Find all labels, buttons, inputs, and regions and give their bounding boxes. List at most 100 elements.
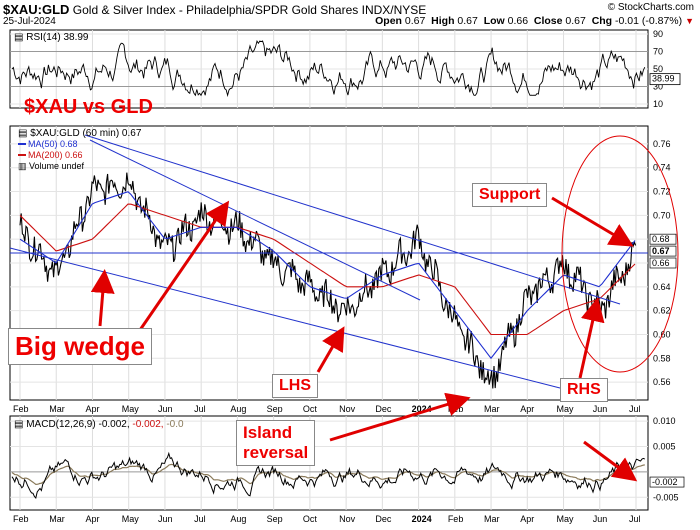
price-tick-label: 0.70 [653,210,671,220]
price-right-label: 0.68 [652,234,670,244]
price-x-label: Jul [629,404,641,414]
rsi-current-value: 38.99 [652,74,675,84]
macd-x-label: Apr [520,514,534,524]
chart-title-line: $XAU:GLD Gold & Silver Index - Philadelp… [3,2,426,17]
price-tick-label: 0.58 [653,353,671,363]
price-right-label-box [649,233,677,245]
price-x-label: Jun [593,404,608,414]
high-label: High [431,15,455,27]
macd-label-prefix: ▤ MACD(12,26,9) [14,419,98,430]
macd-x-label: May [557,514,575,524]
legend-ma200: MA(200) 0.66 [28,150,83,160]
arrow-big-wedge-low [90,269,115,327]
macd-x-label: Jun [158,514,173,524]
macd-panel-frame [9,415,649,511]
symbol-description: Gold & Silver Index - Philadelphia/SPDR … [72,3,427,17]
price-x-label: Aug [230,404,246,414]
annotation-big-wedge: Big wedge [8,328,153,365]
price-tick-label: 0.76 [653,139,671,149]
arrow-big-wedge-high [138,200,230,331]
low-label: Low [483,15,505,27]
ma200-line [19,203,636,336]
macd-tick-label: 0.005 [653,441,676,451]
price-x-label: Mar [484,404,500,414]
price-x-label: Feb [448,404,464,414]
macd-tick-label: -0.005 [653,492,679,502]
legend-volume: ▥ Volume undef [18,161,85,171]
rsi-line [11,39,646,98]
arrow-lhs [316,326,345,373]
high-value: 0.67 [457,15,478,27]
macd-value-2: -0.002, [132,419,166,430]
open-label: Open [375,15,402,27]
symbol: $XAU:GLD [3,2,70,17]
macd-x-label: Apr [85,514,99,524]
price-x-label: Jun [158,404,173,414]
arrow-macd [583,440,638,482]
price-tick-label: 0.64 [653,282,671,292]
low-value: 0.66 [507,15,529,27]
macd-x-label: Jun [593,514,608,524]
rsi-tick-label: 30 [653,82,663,92]
price-x-label: Apr [85,404,99,414]
annotation-island-reversal: Island reversal [236,420,316,466]
price-line [19,172,637,389]
price-x-label: Jul [194,404,206,414]
price-x-label: May [122,404,140,414]
price-right-label: 0.66 [652,258,670,268]
rsi-current-box [649,73,681,86]
open-value: 0.67 [404,15,426,27]
price-tick-label: 0.72 [653,187,671,197]
price-x-label: Apr [520,404,534,414]
price-right-label-box [649,245,677,257]
annotation-rhs: RHS [560,378,608,402]
brand: © StockCharts.com [607,2,694,13]
rsi-tick-label: 50 [653,64,663,74]
macd-x-label: Dec [375,514,392,524]
price-x-label: Dec [375,404,392,414]
price-right-label: 0.67 [652,246,670,256]
ohlc-readout: Open 0.67 High 0.67 Low 0.66 Close 0.67 … [375,15,694,27]
legend-ma50: MA(50) 0.68 [28,139,78,149]
price-x-label: 2024 [412,404,432,414]
arrow-island-reversal [329,392,471,442]
macd-right-label-box [649,476,685,488]
legend-price: ▤ $XAU:GLD (60 min) 0.67 [18,128,142,139]
wedge-upper-trendline [84,134,621,305]
rsi-tick-label: 70 [653,47,663,57]
down-arrow-icon: ▼ [685,16,694,26]
macd-x-label: Mar [49,514,65,524]
macd-x-label: Feb [448,514,464,524]
arrow-rhs [578,297,605,379]
rsi-tick-label: 10 [653,99,663,109]
macd-x-label: Nov [339,514,356,524]
annotation-title: $XAU vs GLD [24,96,153,118]
macd-value-1: -0.002, [98,419,132,430]
macd-x-label: Oct [303,514,318,524]
price-tick-label: 0.56 [653,377,671,387]
price-tick-label: 0.60 [653,329,671,339]
price-x-label: Sep [267,404,283,414]
price-x-label: Nov [339,404,356,414]
price-tick-label: 0.62 [653,306,671,316]
macd-x-label: 2024 [412,514,432,524]
highlight-ellipse [561,135,679,373]
price-right-label-box [649,257,677,269]
price-x-label: Feb [13,404,29,414]
rsi-label: ▤ RSI(14) 38.99 [14,32,89,43]
macd-x-label: May [122,514,140,524]
close-value: 0.67 [565,15,586,27]
annotation-support: Support [472,183,548,207]
macd-x-label: Mar [484,514,500,524]
close-label: Close [533,15,563,27]
macd-x-label: Sep [267,514,283,524]
macd-label: ▤ MACD(12,26,9) -0.002, -0.002, -0.0 [14,419,184,430]
macd-line [11,451,646,500]
chg-value: -0.01 (-0.87%) [615,15,683,27]
ma50-line [19,191,636,360]
price-x-label: Oct [303,404,318,414]
price-x-label: Mar [49,404,65,414]
macd-x-label: Feb [13,514,29,524]
macd-x-label: Jul [194,514,206,524]
